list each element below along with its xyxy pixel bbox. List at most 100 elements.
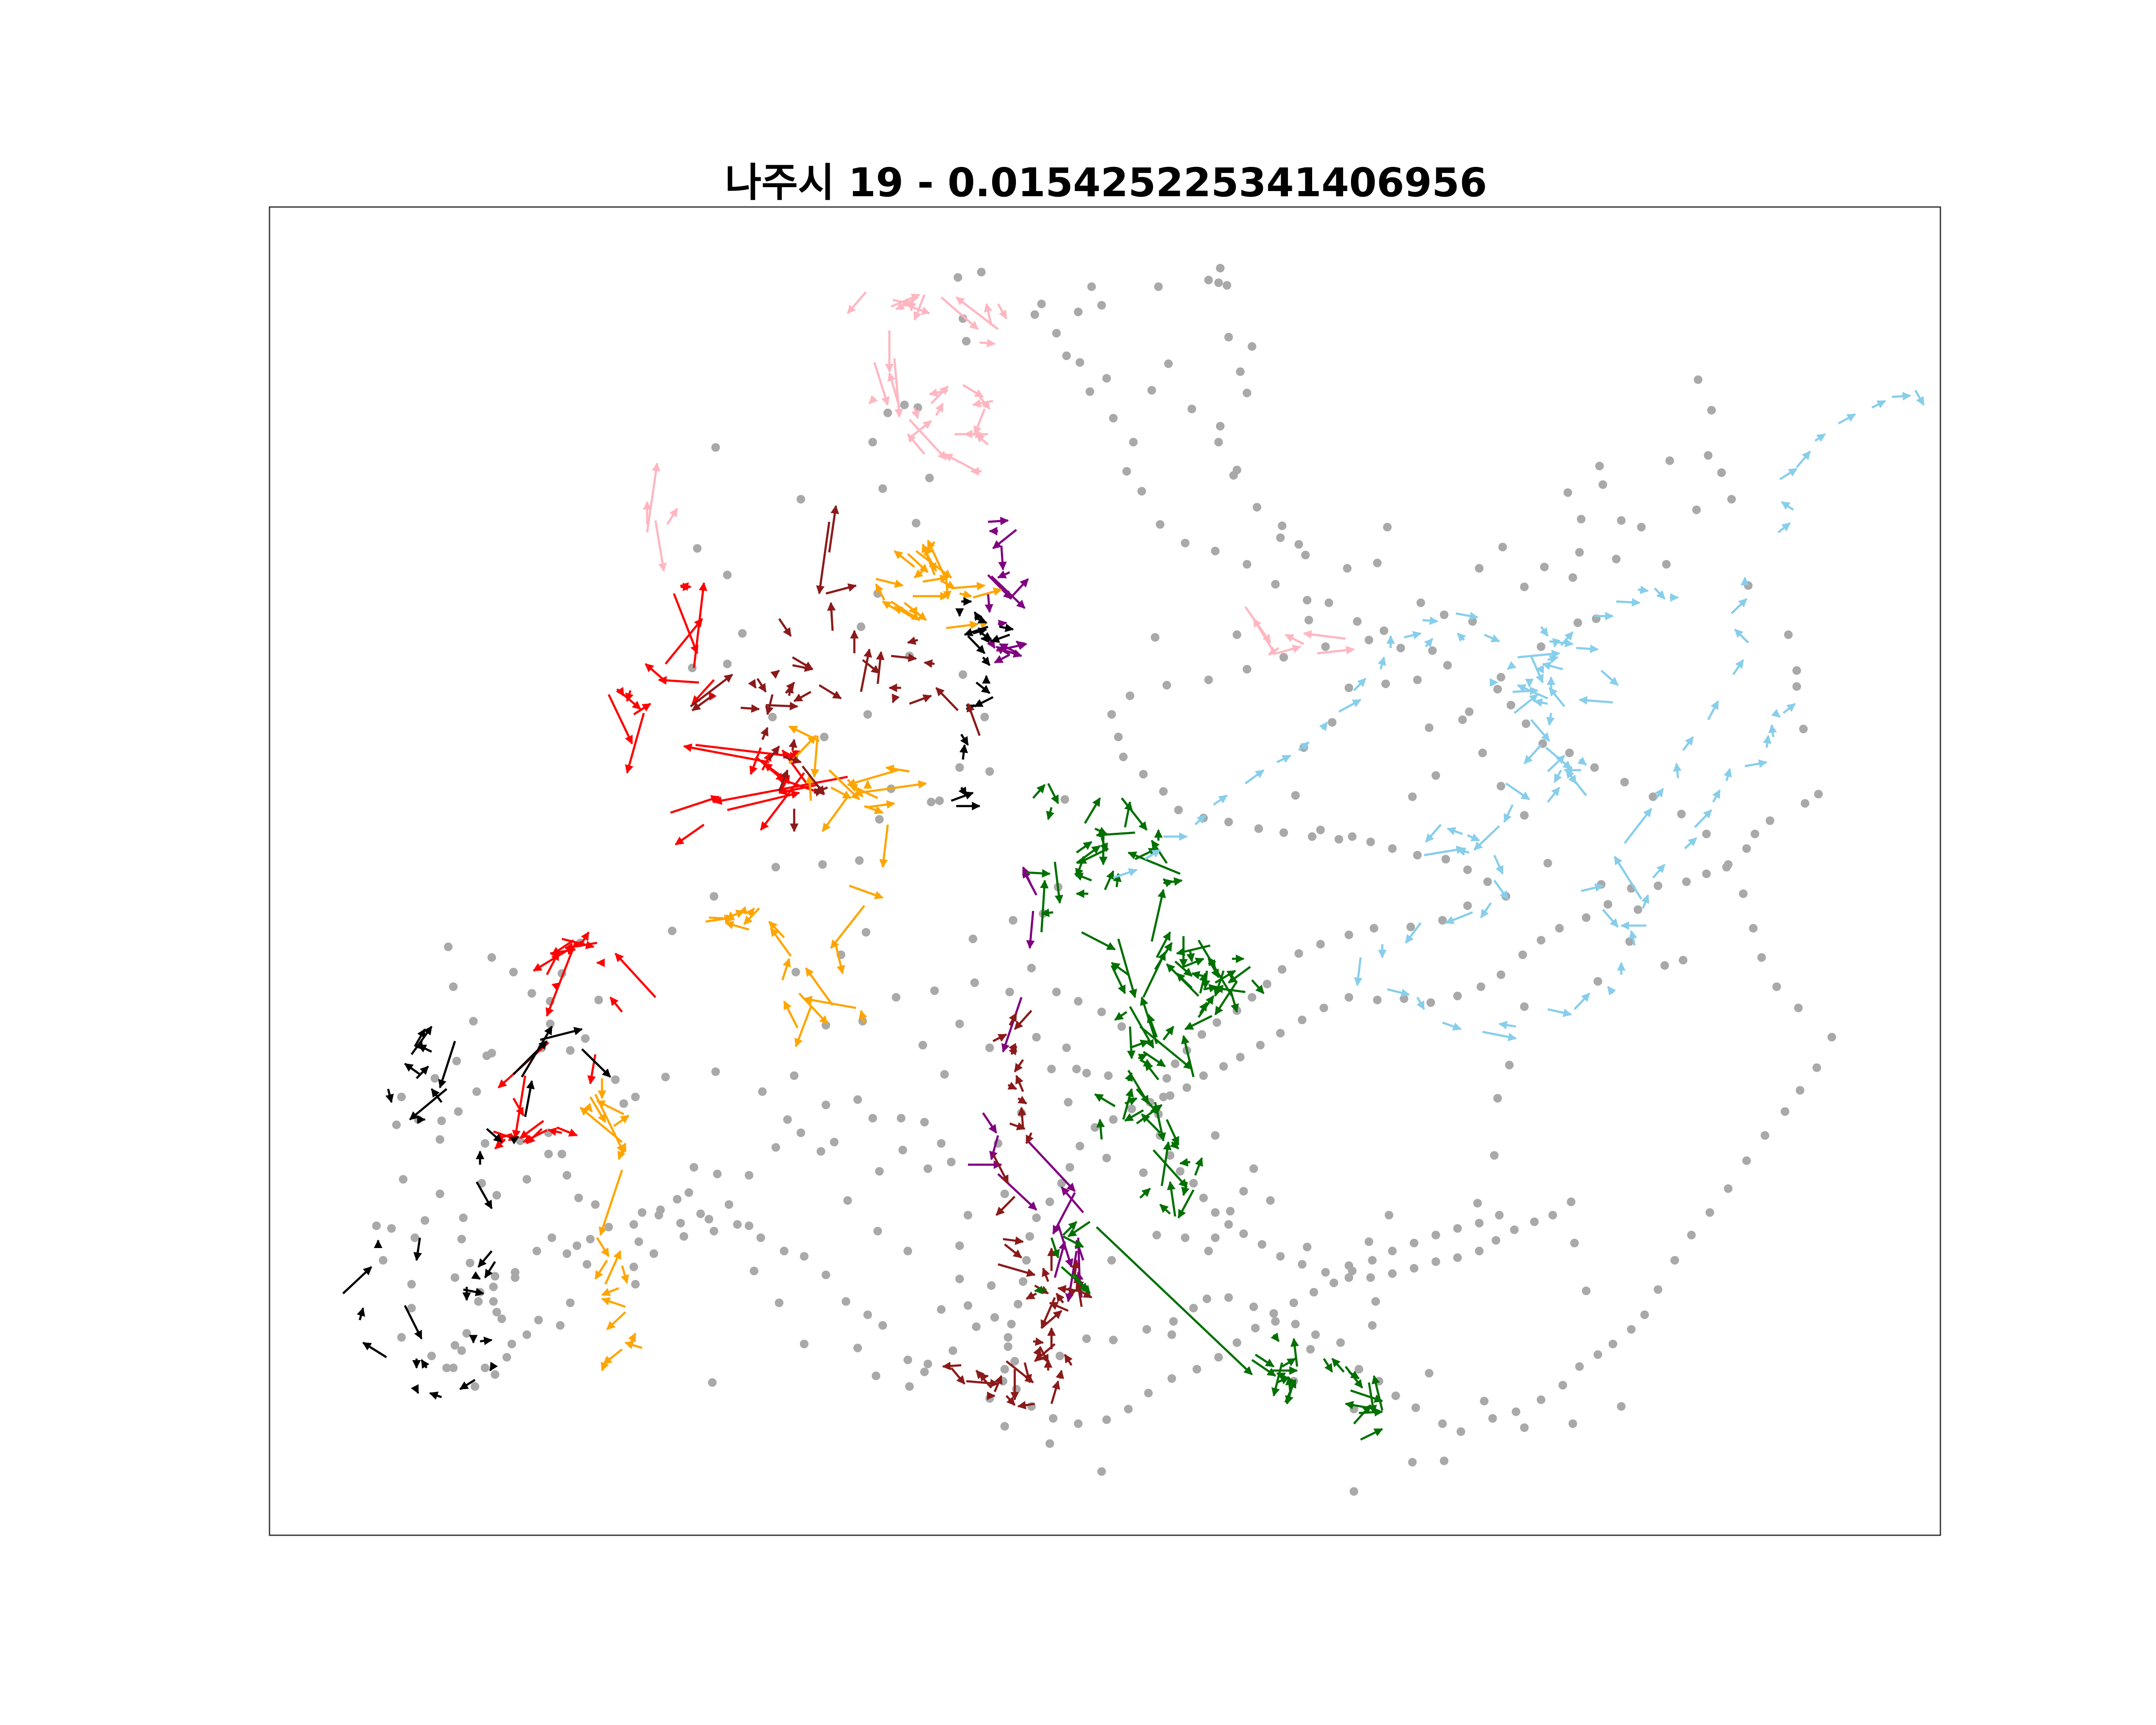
data-point bbox=[1761, 1131, 1770, 1140]
route-arrow-red bbox=[545, 942, 577, 1017]
data-point bbox=[1049, 1414, 1058, 1423]
data-point bbox=[1442, 855, 1450, 864]
route-arrow-pink bbox=[654, 520, 667, 572]
route-arrow-red bbox=[616, 687, 625, 697]
data-point bbox=[1263, 979, 1272, 988]
data-point bbox=[1640, 1310, 1649, 1319]
data-point bbox=[745, 1221, 754, 1230]
route-arrow-skyblue bbox=[1712, 789, 1721, 803]
route-arrow-brown bbox=[1056, 1370, 1064, 1379]
data-point bbox=[1189, 1304, 1198, 1313]
data-point bbox=[1000, 1422, 1009, 1431]
data-point bbox=[821, 1270, 830, 1280]
data-point bbox=[1147, 386, 1156, 395]
data-point bbox=[1366, 1273, 1375, 1282]
route-arrow-green bbox=[1167, 1181, 1176, 1217]
route-arrow-orange bbox=[583, 1103, 593, 1113]
route-arrow-green bbox=[1104, 870, 1115, 891]
route-arrow-green bbox=[1034, 1286, 1047, 1295]
data-point bbox=[1192, 1365, 1201, 1374]
data-point bbox=[1702, 829, 1711, 838]
route-arrow-green bbox=[1156, 931, 1171, 958]
data-point bbox=[898, 1145, 907, 1154]
route-arrow-orange bbox=[589, 1096, 607, 1123]
data-point bbox=[1211, 1208, 1220, 1217]
data-point bbox=[656, 1205, 665, 1214]
route-arrow-skyblue bbox=[1517, 684, 1548, 699]
route-arrow-orange bbox=[923, 549, 937, 572]
route-arrow-black bbox=[513, 1040, 548, 1075]
data-point bbox=[1211, 1131, 1220, 1140]
data-point bbox=[1074, 997, 1083, 1006]
data-point bbox=[1388, 844, 1397, 853]
data-point bbox=[1336, 1338, 1345, 1347]
route-arrow-orange bbox=[613, 1114, 630, 1127]
data-point bbox=[509, 968, 518, 977]
route-arrow-green bbox=[1050, 1237, 1060, 1259]
route-arrow-skyblue bbox=[1871, 400, 1886, 409]
data-point bbox=[1166, 1091, 1175, 1100]
data-point bbox=[800, 1252, 808, 1261]
data-point bbox=[491, 1272, 500, 1281]
route-arrow-brown bbox=[935, 687, 959, 712]
data-point bbox=[436, 1189, 445, 1198]
data-point bbox=[1222, 281, 1232, 290]
data-point bbox=[1214, 278, 1223, 287]
data-point bbox=[667, 926, 677, 935]
data-point bbox=[1548, 1211, 1557, 1220]
data-point bbox=[566, 1046, 575, 1055]
data-point bbox=[878, 484, 887, 493]
data-point bbox=[873, 1226, 882, 1236]
data-point bbox=[1045, 1197, 1054, 1206]
data-point bbox=[1154, 282, 1163, 291]
data-point bbox=[1438, 916, 1447, 925]
data-point bbox=[594, 995, 603, 1004]
route-arrow-skyblue bbox=[1422, 616, 1438, 625]
data-point bbox=[449, 1363, 458, 1372]
data-point bbox=[1637, 523, 1646, 532]
route-arrow-purple bbox=[994, 653, 1010, 664]
data-point bbox=[1072, 1064, 1081, 1073]
data-point bbox=[1476, 982, 1485, 991]
data-point bbox=[1204, 276, 1213, 285]
route-arrow-green bbox=[1271, 1362, 1283, 1397]
data-point bbox=[1750, 829, 1759, 838]
data-point bbox=[1074, 307, 1083, 317]
data-point bbox=[1303, 596, 1312, 605]
data-point bbox=[1344, 993, 1354, 1002]
data-point bbox=[1216, 422, 1225, 431]
data-point bbox=[1107, 710, 1116, 719]
data-point bbox=[1440, 610, 1449, 619]
data-point bbox=[1060, 795, 1069, 804]
data-point bbox=[574, 1193, 583, 1202]
route-arrow-black bbox=[981, 656, 991, 666]
route-arrow-green bbox=[1125, 1072, 1133, 1082]
data-point bbox=[586, 1235, 595, 1244]
route-arrow-orange bbox=[914, 569, 924, 579]
route-arrow-brown bbox=[1007, 1082, 1017, 1090]
data-point bbox=[1309, 1288, 1318, 1297]
data-point bbox=[1792, 666, 1801, 675]
route-arrow-skyblue bbox=[1113, 868, 1138, 879]
route-arrow-skyblue bbox=[1514, 693, 1539, 714]
data-point bbox=[1660, 961, 1669, 970]
route-arrow-green bbox=[1159, 1204, 1171, 1215]
data-point bbox=[853, 1095, 862, 1104]
data-point bbox=[871, 1371, 881, 1380]
data-point bbox=[1232, 1338, 1241, 1347]
data-point bbox=[1620, 778, 1629, 787]
data-point bbox=[1055, 1352, 1064, 1361]
data-point bbox=[1324, 598, 1333, 607]
route-arrow-orange bbox=[724, 921, 749, 931]
data-point bbox=[1391, 1391, 1400, 1400]
data-point bbox=[1139, 1168, 1148, 1177]
data-point bbox=[1236, 367, 1245, 376]
route-arrow-brown bbox=[860, 648, 872, 692]
data-point bbox=[1003, 1342, 1012, 1351]
data-point bbox=[1256, 1041, 1265, 1050]
data-point bbox=[558, 1150, 567, 1158]
data-point bbox=[1214, 438, 1223, 447]
route-arrow-skyblue bbox=[1579, 696, 1613, 705]
route-arrow-pink bbox=[972, 399, 993, 408]
data-point bbox=[1000, 1365, 1009, 1374]
